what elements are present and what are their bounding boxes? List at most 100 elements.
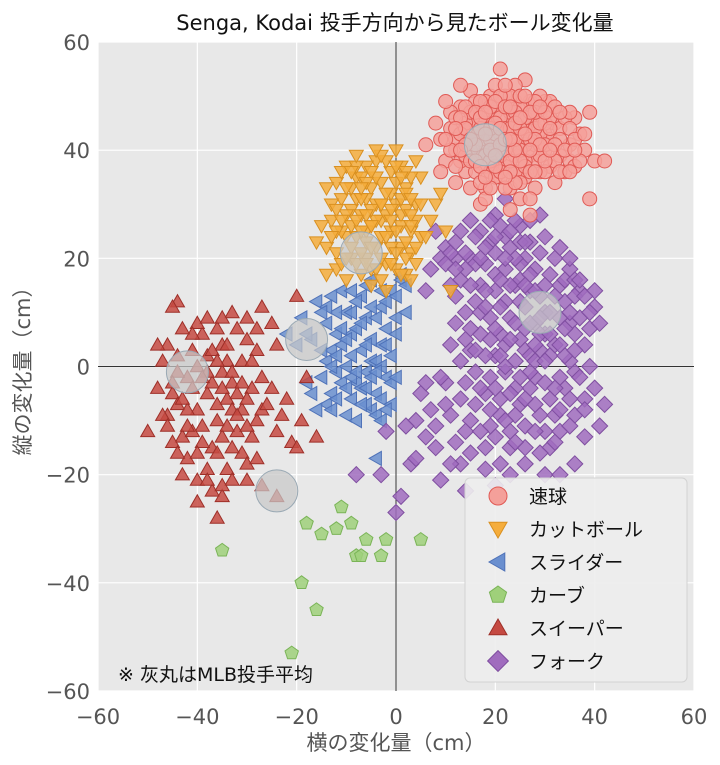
data-point xyxy=(426,438,445,457)
data-point xyxy=(552,104,568,120)
data-point xyxy=(403,209,419,224)
data-point xyxy=(348,214,365,229)
data-point xyxy=(318,315,333,332)
data-point xyxy=(417,281,435,300)
data-point xyxy=(194,434,211,448)
data-point xyxy=(209,412,226,427)
data-point xyxy=(219,353,235,367)
data-point xyxy=(179,401,196,416)
data-point xyxy=(486,227,505,246)
data-point xyxy=(353,182,370,197)
data-point xyxy=(392,487,410,506)
data-point xyxy=(363,166,380,180)
y-tick-label: −60 xyxy=(46,680,90,704)
legend-label: 速球 xyxy=(529,486,567,508)
data-point xyxy=(551,400,569,419)
data-point xyxy=(368,309,382,326)
data-point xyxy=(438,93,454,109)
data-point xyxy=(501,330,520,349)
data-point xyxy=(239,309,255,324)
data-point xyxy=(373,412,387,429)
data-point xyxy=(204,342,221,356)
data-point xyxy=(407,449,425,468)
data-point xyxy=(358,337,372,353)
data-point xyxy=(585,379,604,397)
data-point xyxy=(372,465,390,484)
data-point xyxy=(328,304,343,321)
data-point xyxy=(441,336,460,354)
data-point xyxy=(254,298,270,313)
data-point xyxy=(344,515,359,530)
data-point xyxy=(318,268,335,283)
data-point xyxy=(333,320,348,337)
data-point xyxy=(313,220,330,234)
data-point xyxy=(556,319,574,338)
data-point xyxy=(338,182,355,197)
data-point xyxy=(174,466,191,481)
data-point xyxy=(164,434,181,448)
data-point xyxy=(562,164,578,180)
data-point xyxy=(263,380,280,394)
data-point xyxy=(348,364,362,380)
data-point xyxy=(398,236,414,251)
data-point xyxy=(517,126,533,142)
data-point xyxy=(164,385,181,400)
data-point xyxy=(522,207,538,223)
data-point xyxy=(397,417,415,435)
data-point xyxy=(461,211,480,230)
data-point xyxy=(551,336,569,354)
data-point xyxy=(298,369,315,384)
data-point xyxy=(348,149,365,164)
data-point xyxy=(373,274,389,289)
data-point xyxy=(438,131,454,147)
data-point xyxy=(575,287,594,305)
data-point xyxy=(516,455,534,473)
data-point xyxy=(209,396,226,411)
data-point xyxy=(169,444,186,459)
data-point xyxy=(348,412,362,429)
data-point xyxy=(313,304,328,321)
data-point xyxy=(373,391,387,407)
data-point xyxy=(378,337,392,353)
data-point xyxy=(466,227,485,246)
data-point xyxy=(159,417,176,432)
data-point xyxy=(214,428,231,443)
data-point xyxy=(522,142,538,158)
data-point xyxy=(288,439,305,454)
x-tick-label: −60 xyxy=(76,705,120,729)
data-point xyxy=(353,396,367,413)
data-point xyxy=(323,288,338,305)
data-point xyxy=(378,293,392,310)
data-point xyxy=(309,602,324,616)
data-point xyxy=(542,121,558,137)
y-tick-label: 20 xyxy=(63,247,90,271)
data-point xyxy=(214,380,231,394)
data-point xyxy=(209,509,226,524)
data-point xyxy=(239,390,255,405)
data-point xyxy=(343,282,357,299)
data-point xyxy=(502,99,518,115)
data-point xyxy=(491,298,510,316)
data-point xyxy=(476,460,495,479)
data-point xyxy=(456,422,475,441)
data-point xyxy=(387,309,402,326)
data-point xyxy=(179,417,196,432)
data-point xyxy=(219,417,235,432)
data-point xyxy=(546,379,564,397)
data-point xyxy=(268,336,285,351)
data-point xyxy=(437,225,454,240)
data-point xyxy=(373,548,389,562)
data-point xyxy=(532,99,548,115)
data-point xyxy=(388,247,404,261)
data-point xyxy=(363,299,377,315)
data-point xyxy=(481,330,500,349)
data-point xyxy=(566,455,584,473)
data-point xyxy=(595,395,614,414)
data-point xyxy=(526,422,544,441)
data-point xyxy=(338,274,355,289)
series-3 xyxy=(278,266,412,467)
x-tick-label: 40 xyxy=(581,705,608,729)
data-point xyxy=(453,77,469,93)
data-point xyxy=(353,315,367,332)
